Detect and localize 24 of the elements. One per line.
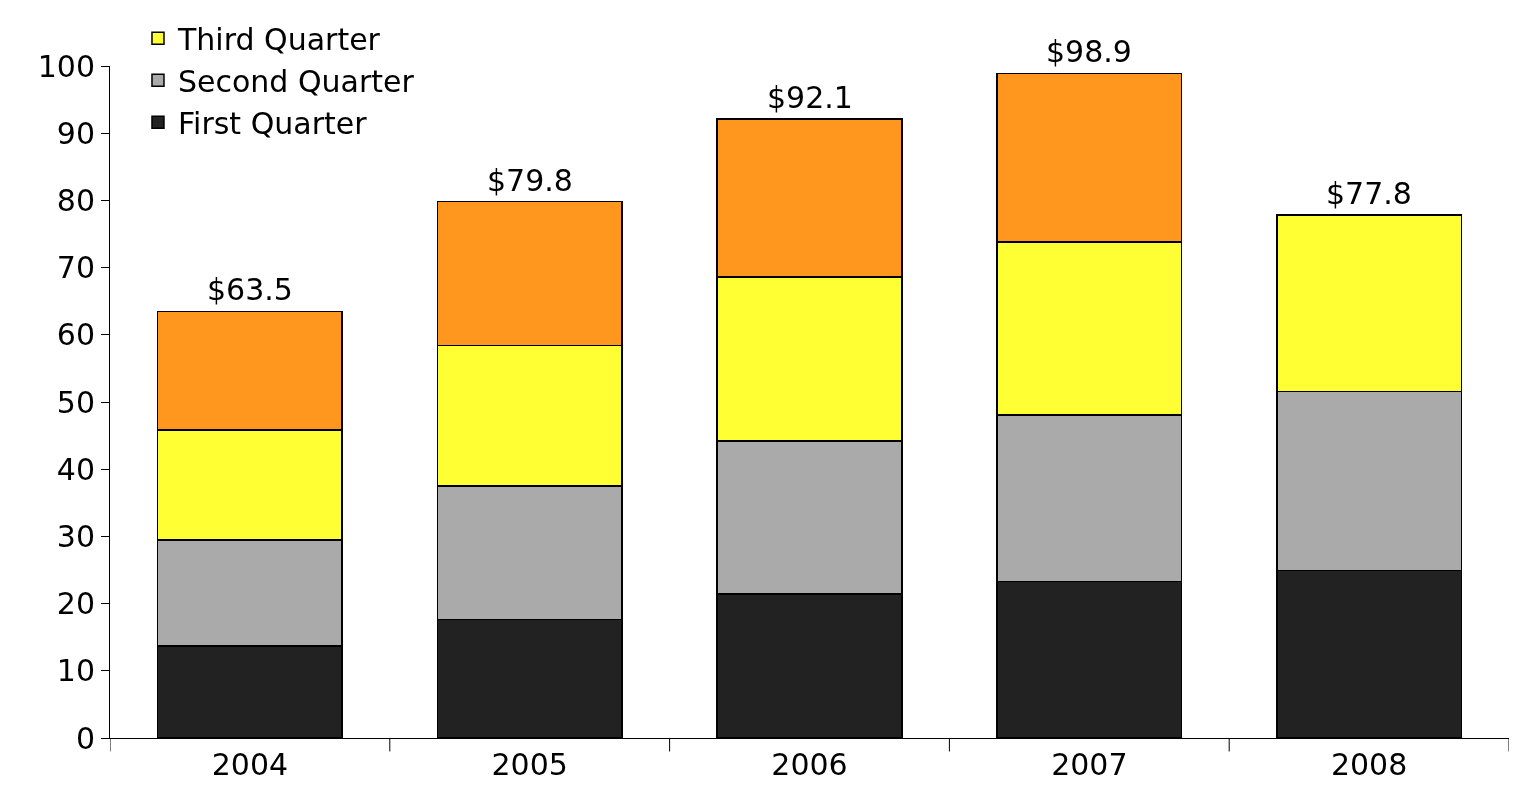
- y-tick-label: 40: [56, 451, 95, 487]
- y-tick-label: 30: [56, 518, 95, 554]
- x-tick-label: 2007: [1051, 747, 1128, 782]
- y-tick-label: 20: [56, 586, 95, 622]
- y-tick-label: 60: [56, 317, 95, 353]
- y-tick-label: 80: [56, 182, 95, 218]
- y-tick-label: 50: [56, 384, 95, 420]
- y-tick-label: 70: [56, 250, 95, 286]
- x-tick-label: 2008: [1330, 747, 1408, 782]
- total-label: $63.5: [207, 272, 293, 307]
- y-tick-label: 10: [56, 653, 95, 689]
- legend-label: First Quarter: [177, 105, 368, 141]
- total-label: $79.8: [487, 163, 573, 198]
- y-tick-label: 100: [37, 48, 95, 84]
- x-tick-label: 2004: [211, 747, 289, 782]
- x-tick-label: 2006: [771, 747, 848, 782]
- legend-label: Second Quarter: [177, 63, 415, 99]
- total-label: $77.8: [1326, 176, 1412, 211]
- y-tick-label: 90: [56, 115, 95, 151]
- legend-label: Third Quarter: [176, 21, 381, 57]
- total-label: $92.1: [767, 80, 853, 115]
- total-label: $98.9: [1046, 34, 1132, 69]
- y-tick-label: 0: [75, 720, 95, 756]
- x-tick-label: 2005: [491, 747, 568, 782]
